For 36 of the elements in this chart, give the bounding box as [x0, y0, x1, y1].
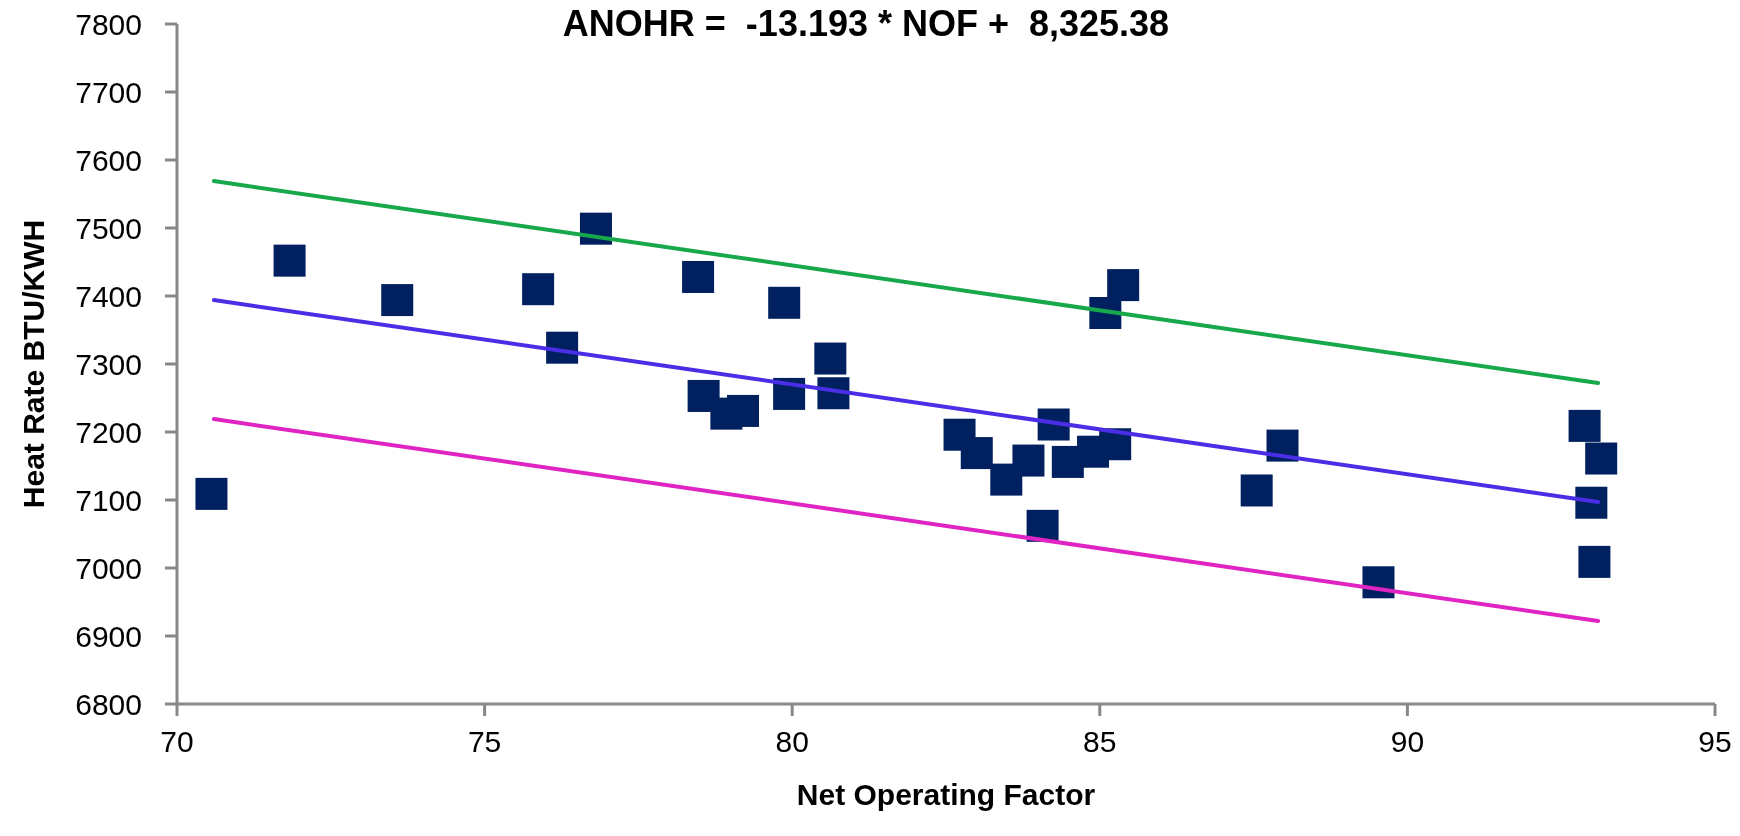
point — [960, 437, 993, 470]
y-tick-label: 7600 — [75, 143, 142, 177]
chart-title: ANOHR = -13.193 * NOF + 8,325.38 — [562, 3, 1170, 44]
x-tick-label: 75 — [467, 725, 502, 758]
point — [1568, 409, 1601, 442]
point — [726, 394, 759, 427]
y-tick-label: 7200 — [75, 415, 142, 449]
x-tick-label: 85 — [1083, 725, 1117, 758]
x-tick-label: 90 — [1390, 725, 1425, 758]
x-tick-label: 80 — [775, 725, 809, 758]
point — [273, 244, 306, 277]
x-tick-label: 95 — [1698, 725, 1732, 758]
y-tick-label: 7000 — [75, 551, 142, 585]
y-axis-title: Heat Rate BTU/KWH — [17, 219, 50, 509]
y-tick-label: 7300 — [75, 347, 142, 381]
point — [522, 273, 555, 306]
x-axis-title: Net Operating Factor — [796, 778, 1096, 811]
point — [682, 260, 715, 293]
point — [768, 286, 801, 319]
point — [1578, 545, 1611, 578]
y-tick-label: 7800 — [75, 7, 142, 41]
y-tick-label: 7500 — [75, 211, 142, 245]
y-tick-label: 7700 — [75, 75, 142, 109]
y-tick-label: 7400 — [75, 279, 142, 313]
y-tick-label: 6900 — [75, 619, 142, 653]
point — [1575, 486, 1608, 519]
point — [1240, 474, 1273, 507]
x-tick-label: 70 — [160, 725, 194, 758]
point — [381, 284, 414, 317]
y-tick-label: 6800 — [75, 687, 142, 721]
y-tick-label: 7100 — [75, 483, 142, 517]
point — [195, 477, 228, 510]
point — [1585, 442, 1618, 475]
point — [1107, 269, 1140, 302]
point — [1012, 444, 1045, 477]
point — [814, 342, 847, 375]
